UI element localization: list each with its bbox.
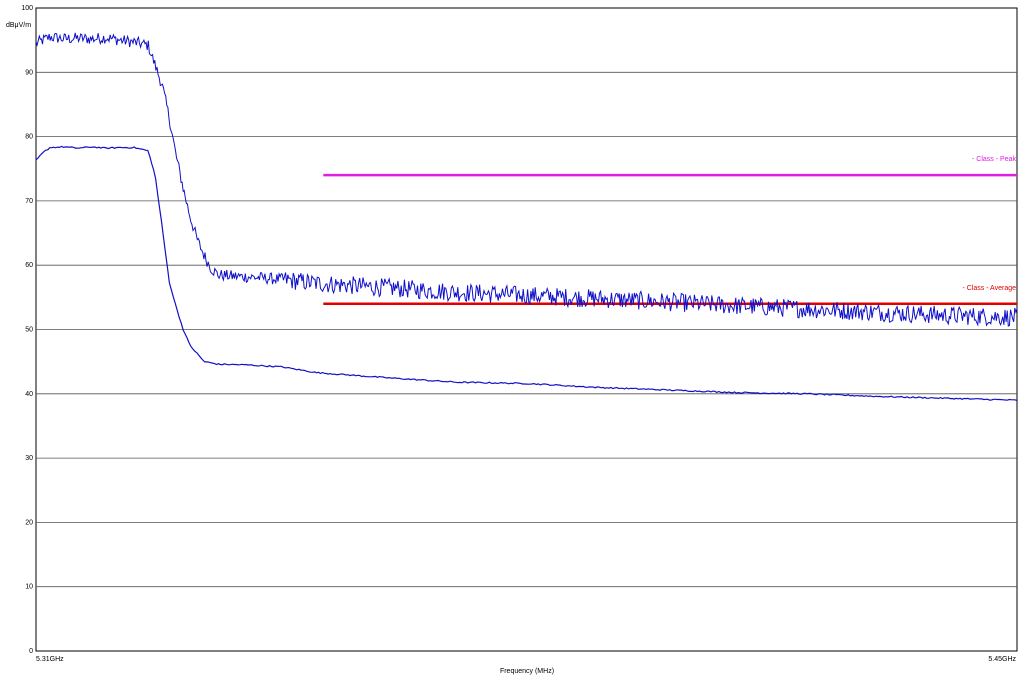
y-tick-label: 0 [29,648,33,655]
y-tick-label: 30 [25,455,33,462]
y-tick-label: 10 [25,584,33,591]
limit-label: - Class - Average [962,285,1016,292]
y-tick-label: 100 [21,5,33,12]
y-tick-label: 60 [25,262,33,269]
x-axis-ticks: 5.31GHz 5.45GHz [36,656,1016,663]
y-tick-label: 70 [25,198,33,205]
x-tick-label: 5.45GHz [988,656,1016,663]
x-axis-label: Frequency (MHz) [500,668,554,675]
traces [35,32,1018,402]
y-tick-label: 40 [25,391,33,398]
y-tick-label: 20 [25,519,33,526]
y-tick-label: 50 [25,327,33,334]
peak-trace [35,32,1018,327]
limit-label: - Class - Peak [972,156,1016,163]
x-tick-label: 5.31GHz [36,656,64,663]
average-trace [35,145,1018,402]
y-axis-label: dBμV/m [6,22,31,29]
y-tick-label: 90 [25,69,33,76]
gridlines [36,71,1017,588]
y-tick-label: 80 [25,134,33,141]
y-axis-ticks: 0 10 20 30 40 50 60 70 80 90 100 [21,5,33,655]
